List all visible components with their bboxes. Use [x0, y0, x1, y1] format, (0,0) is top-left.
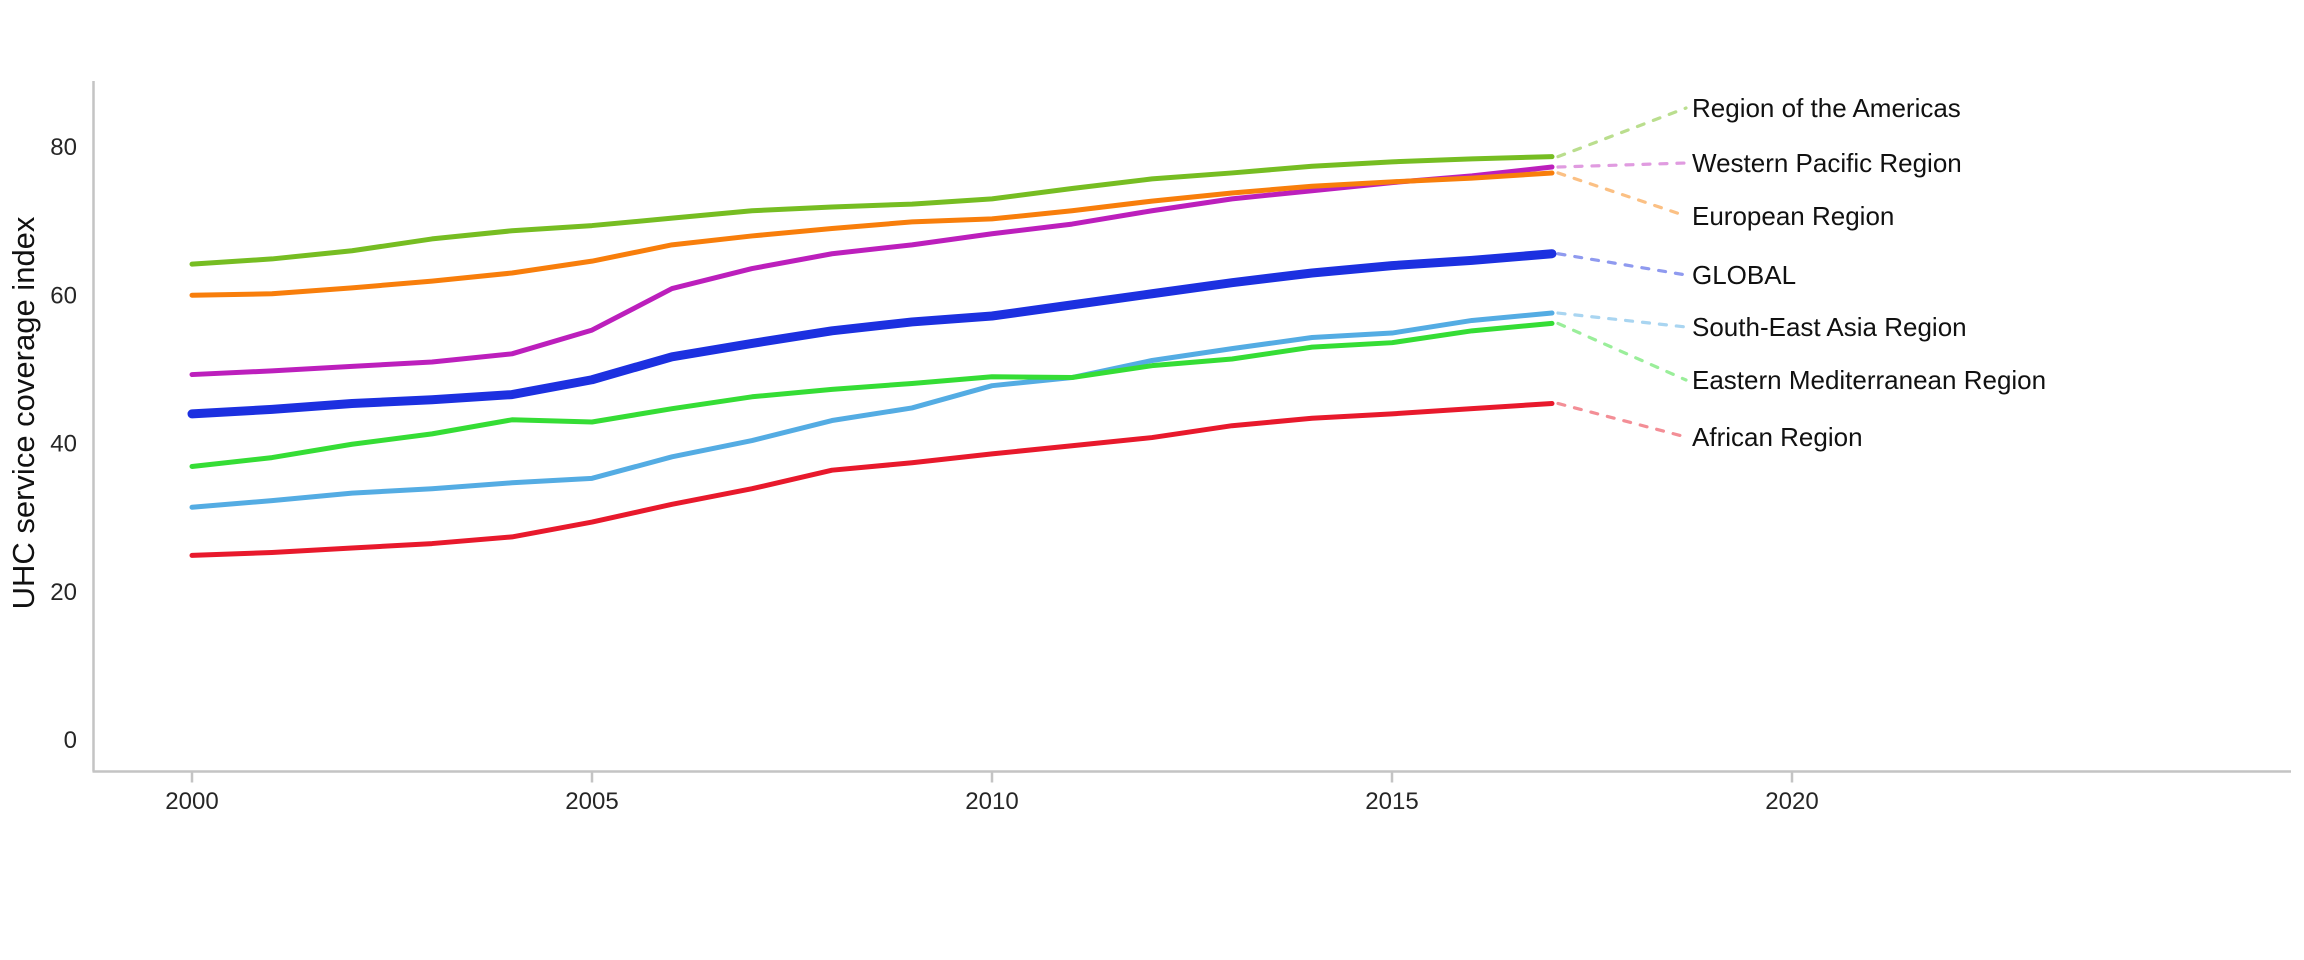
- x-tick-label: 2015: [1365, 788, 1418, 815]
- series-line-south-east-asia-region: [189, 310, 1555, 510]
- legend-label: African Region: [1692, 422, 1863, 452]
- series-line-global: [187, 249, 1557, 419]
- legend-label: European Region: [1692, 201, 1894, 231]
- y-tick-label: 20: [50, 579, 77, 606]
- legend-leader-line: [1556, 252, 1688, 277]
- series-line-region-of-the-americas: [189, 154, 1555, 267]
- x-tick-label: 2005: [565, 788, 618, 815]
- legend-label: Western Pacific Region: [1692, 148, 1962, 178]
- y-tick-label: 80: [50, 134, 77, 161]
- legend-leader-line: [1556, 106, 1688, 159]
- series-line-european-region: [189, 170, 1555, 298]
- legend-leader-line: [1556, 161, 1688, 169]
- x-tick-label: 2020: [1765, 788, 1818, 815]
- x-tick-label: 2000: [165, 788, 218, 815]
- y-axis-title: UHC service coverage index: [6, 216, 41, 609]
- series-line-african-region: [189, 400, 1555, 558]
- legend-label: Region of the Americas: [1692, 93, 1961, 123]
- legend-label: GLOBAL: [1692, 260, 1796, 290]
- legend-leader-line: [1556, 171, 1688, 218]
- y-tick-label: 60: [50, 282, 77, 309]
- y-tick-label: 40: [50, 431, 77, 458]
- y-tick-label: 0: [64, 727, 77, 754]
- x-tick-label: 2010: [965, 788, 1018, 815]
- series-line-western-pacific-region: [189, 164, 1555, 378]
- legend-label: Eastern Mediterranean Region: [1692, 365, 2046, 395]
- legend-leader-line: [1556, 311, 1688, 329]
- series-line-eastern-mediterranean-region: [189, 320, 1555, 469]
- legend-leader-line: [1556, 401, 1688, 439]
- legend-label: South-East Asia Region: [1692, 312, 1967, 342]
- legend-leader-line: [1556, 321, 1688, 382]
